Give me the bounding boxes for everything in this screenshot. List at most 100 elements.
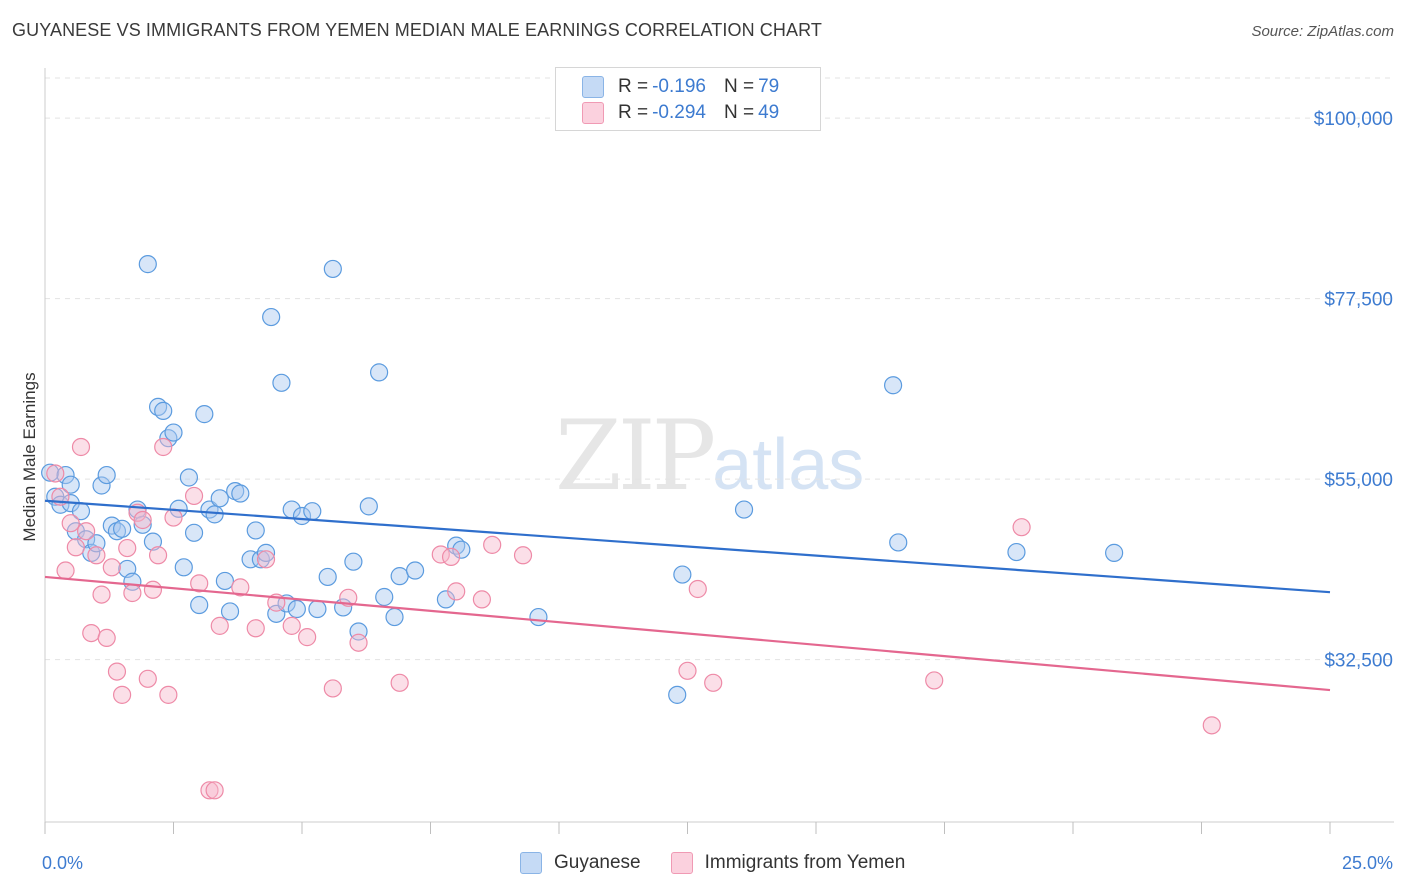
legend-row-yemen: R = -0.294 N = 49	[582, 100, 779, 126]
data-point-guyanese	[215, 571, 234, 591]
series-swatch-yemen	[670, 852, 693, 874]
data-point-guyanese	[370, 363, 389, 382]
data-point-guyanese	[405, 561, 425, 580]
data-point-yemen	[925, 671, 944, 690]
data-point-guyanese	[287, 599, 306, 619]
data-point-guyanese	[179, 468, 199, 487]
data-point-guyanese	[375, 587, 394, 607]
legend-n-value: 49	[758, 102, 780, 123]
data-point-yemen	[102, 558, 121, 577]
data-point-yemen	[231, 578, 250, 597]
data-point-guyanese	[272, 373, 291, 392]
data-point-guyanese	[883, 376, 903, 395]
data-point-yemen	[200, 781, 219, 800]
legend-n-key: N =	[723, 76, 755, 97]
watermark-zip: ZIP	[555, 400, 716, 512]
trend-line-guyanese	[44, 499, 1331, 594]
data-point-guyanese	[359, 497, 378, 516]
data-point-yemen	[148, 546, 168, 565]
data-point-yemen	[1202, 716, 1221, 735]
data-point-yemen	[323, 679, 342, 698]
data-point-guyanese	[323, 259, 342, 279]
data-point-guyanese	[668, 685, 687, 704]
source-label: Source: ZipAtlas.com	[1251, 23, 1394, 40]
data-point-guyanese	[673, 565, 692, 584]
data-point-yemen	[97, 628, 116, 648]
data-point-yemen	[1012, 518, 1031, 537]
data-point-guyanese	[246, 521, 265, 540]
x-tick-label: 0.0%	[42, 853, 83, 873]
data-point-yemen	[298, 628, 317, 647]
y-tick-label: $100,000	[1314, 109, 1393, 130]
data-point-yemen	[704, 673, 723, 692]
data-point-yemen	[154, 437, 173, 457]
stats-legend: R = -0.196 N = 79 R = -0.294 N = 49	[555, 67, 821, 131]
data-point-guyanese	[195, 405, 214, 424]
data-point-yemen	[77, 522, 96, 541]
series-legend: Guyanese Immigrants from Yemen	[520, 852, 935, 874]
data-point-guyanese	[452, 540, 471, 559]
data-point-yemen	[123, 583, 142, 603]
watermark-atlas: atlas	[712, 425, 865, 505]
chart-title: GUYANESE VS IMMIGRANTS FROM YEMEN MEDIAN…	[12, 20, 822, 40]
y-tick-label: $55,000	[1324, 470, 1393, 491]
series-legend-item-guyanese: Guyanese	[520, 852, 641, 874]
trend-line-yemen	[44, 575, 1331, 692]
legend-r-key: R =	[618, 76, 649, 97]
data-point-yemen	[87, 546, 106, 565]
data-point-guyanese	[154, 401, 173, 420]
data-point-yemen	[390, 673, 409, 692]
legend-r-key: R =	[618, 102, 649, 123]
data-point-guyanese	[344, 552, 363, 571]
data-point-guyanese	[133, 515, 152, 534]
data-point-yemen	[513, 546, 533, 565]
data-point-yemen	[447, 582, 466, 601]
data-point-guyanese	[385, 607, 404, 627]
data-point-yemen	[246, 619, 265, 638]
data-point-yemen	[71, 437, 91, 457]
legend-n-value: 79	[758, 76, 780, 97]
series-label-yemen: Immigrants from Yemen	[704, 852, 906, 873]
data-point-yemen	[483, 535, 502, 554]
legend-swatch-guyanese	[582, 76, 604, 98]
data-point-guyanese	[231, 484, 250, 503]
data-point-yemen	[107, 662, 127, 681]
data-point-guyanese	[308, 599, 327, 619]
data-point-yemen	[256, 550, 276, 569]
data-point-yemen	[82, 623, 101, 643]
legend-swatch-yemen	[582, 102, 604, 124]
data-point-yemen	[472, 590, 491, 609]
data-point-guyanese	[159, 429, 178, 448]
data-point-guyanese	[220, 602, 240, 621]
y-tick-label: $77,500	[1324, 290, 1393, 311]
data-point-guyanese	[190, 595, 209, 615]
x-tick-label: 25.0%	[1342, 853, 1393, 873]
y-axis-label: Median Male Earnings	[20, 372, 39, 541]
series-swatch-guyanese	[520, 852, 542, 874]
data-point-guyanese	[174, 558, 193, 577]
watermark: ZIPatlas	[555, 400, 864, 512]
data-point-yemen	[190, 574, 209, 593]
data-point-yemen	[56, 561, 75, 580]
series-legend-item-yemen: Immigrants from Yemen	[670, 852, 906, 874]
data-point-yemen	[159, 685, 178, 704]
data-point-yemen	[46, 464, 65, 483]
data-point-guyanese	[210, 489, 229, 508]
data-point-guyanese	[1105, 543, 1124, 562]
data-point-yemen	[282, 616, 301, 635]
data-point-yemen	[61, 514, 80, 533]
data-point-guyanese	[138, 255, 157, 274]
data-point-guyanese	[41, 463, 60, 482]
data-point-yemen	[205, 781, 224, 800]
data-point-guyanese	[97, 465, 116, 485]
data-point-guyanese	[112, 519, 132, 538]
data-point-yemen	[678, 661, 697, 680]
data-point-guyanese	[92, 476, 111, 495]
data-point-guyanese	[143, 532, 163, 551]
legend-r-value: -0.196	[652, 76, 706, 97]
data-point-guyanese	[390, 567, 409, 586]
legend-row-guyanese: R = -0.196 N = 79	[582, 74, 779, 100]
data-point-yemen	[112, 685, 132, 704]
data-point-yemen	[210, 616, 229, 635]
